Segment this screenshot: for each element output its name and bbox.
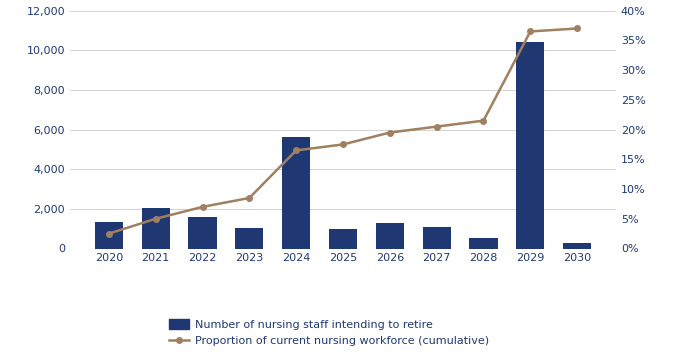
Proportion of current nursing workforce (cumulative) xyxy=(433,125,441,129)
Bar xyxy=(470,237,498,248)
Bar xyxy=(235,228,263,248)
Proportion of current nursing workforce (cumulative) xyxy=(292,148,300,153)
Proportion of current nursing workforce (cumulative) xyxy=(105,231,113,236)
Bar xyxy=(423,228,451,248)
Bar xyxy=(517,42,545,248)
Line: Proportion of current nursing workforce (cumulative): Proportion of current nursing workforce … xyxy=(106,26,580,236)
Proportion of current nursing workforce (cumulative) xyxy=(339,142,347,147)
Bar xyxy=(94,222,123,248)
Proportion of current nursing workforce (cumulative) xyxy=(386,130,394,135)
Bar xyxy=(329,229,357,248)
Legend: Number of nursing staff intending to retire, Proportion of current nursing workf: Number of nursing staff intending to ret… xyxy=(169,319,489,346)
Bar xyxy=(188,217,216,248)
Bar xyxy=(282,137,310,248)
Bar xyxy=(141,208,169,248)
Proportion of current nursing workforce (cumulative) xyxy=(526,29,535,34)
Proportion of current nursing workforce (cumulative) xyxy=(573,26,581,31)
Proportion of current nursing workforce (cumulative) xyxy=(151,217,160,221)
Proportion of current nursing workforce (cumulative) xyxy=(245,196,253,200)
Bar xyxy=(563,242,592,248)
Bar xyxy=(376,223,404,248)
Proportion of current nursing workforce (cumulative) xyxy=(480,119,488,123)
Proportion of current nursing workforce (cumulative) xyxy=(198,205,206,209)
